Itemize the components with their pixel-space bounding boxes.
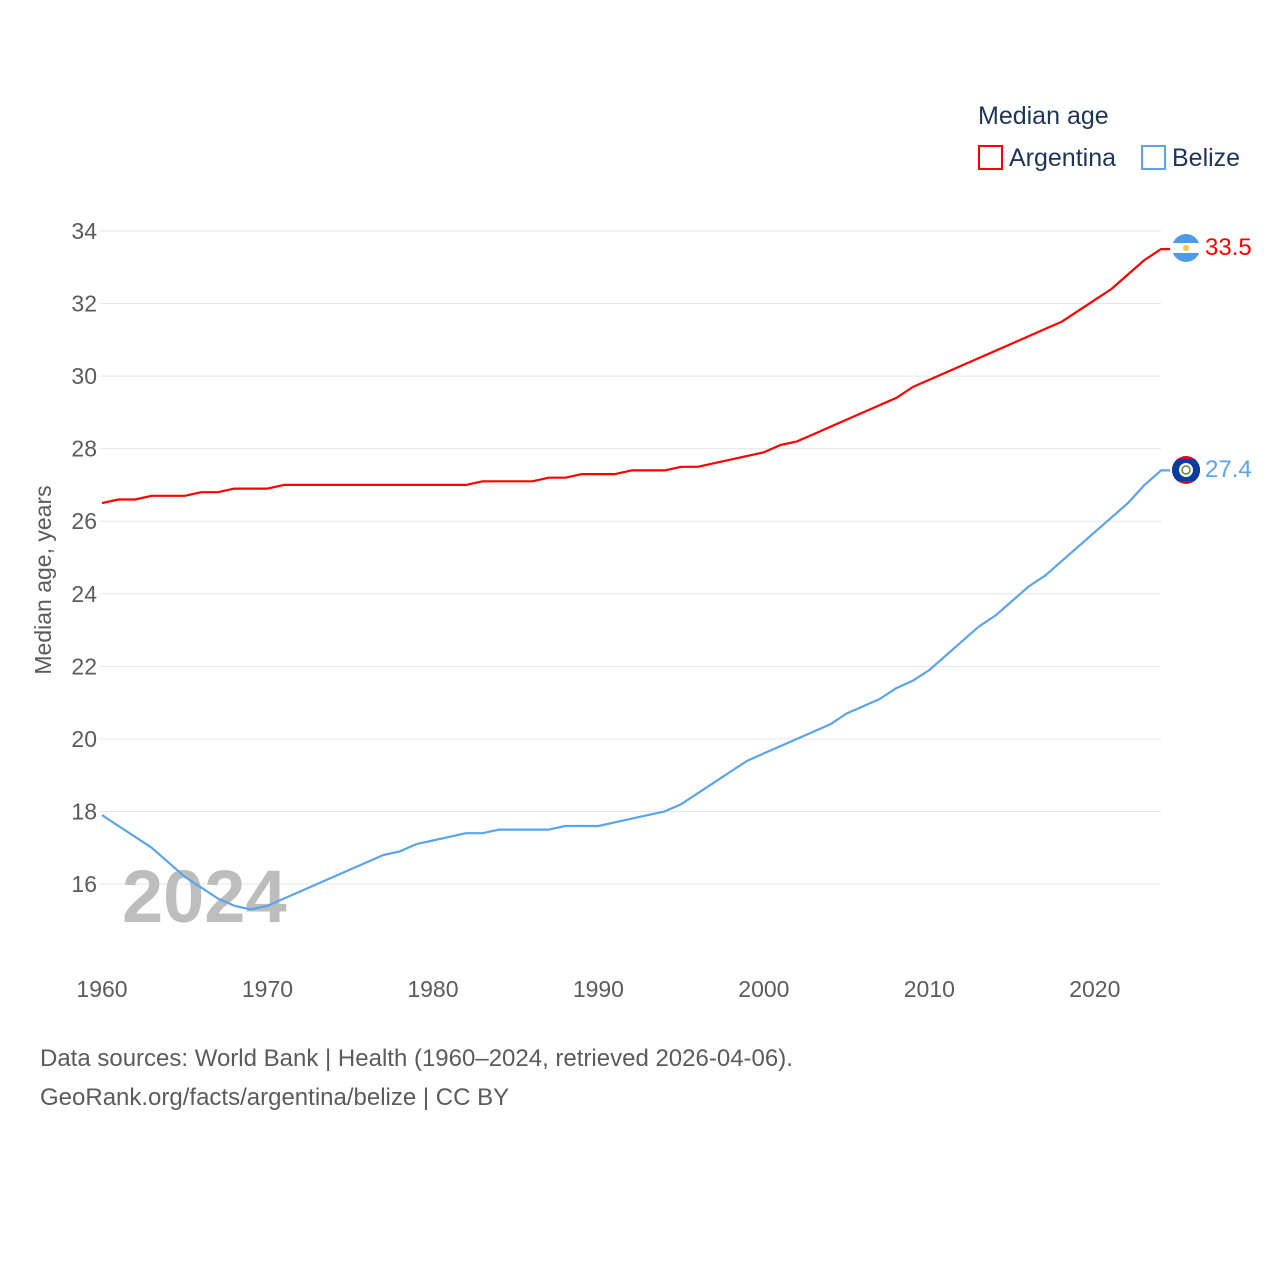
y-axis-label: Median age, years	[30, 485, 56, 674]
legend-title: Median age	[978, 102, 1109, 130]
series-line-argentina	[101, 248, 1170, 505]
end-label-belize: 27.4	[1205, 456, 1252, 483]
y-tick-label: 18	[71, 798, 97, 824]
y-tick-label: 24	[71, 581, 97, 607]
year-watermark: 2024	[122, 855, 287, 938]
y-tick-label: 28	[71, 436, 97, 462]
legend-item-belize[interactable]: Belize	[1141, 144, 1240, 172]
y-tick-label: 16	[71, 871, 97, 897]
y-tick-label: 30	[71, 363, 97, 389]
series-line-belize	[101, 469, 1170, 911]
belize-flag-icon	[1172, 456, 1200, 484]
legend-label: Argentina	[1009, 144, 1116, 172]
y-tick-label: 26	[71, 508, 97, 534]
y-tick-label: 34	[71, 218, 97, 244]
x-tick-label: 1960	[76, 976, 127, 1002]
x-axis: 1960 1970 1980 1990 2000 2010 2020	[76, 976, 1120, 1002]
x-tick-label: 1970	[242, 976, 293, 1002]
line-chart: 16 18 20 22 24 26 28 30 32 34 1960 1970 1980 1990 200…	[30, 102, 1252, 1002]
y-axis: 16 18 20 22 24 26 28 30 32 34	[71, 218, 97, 897]
x-tick-label: 1980	[407, 976, 458, 1002]
x-tick-label: 2010	[904, 976, 955, 1002]
series-lines	[101, 248, 1170, 911]
x-tick-label: 2000	[738, 976, 789, 1002]
grid	[100, 230, 1161, 885]
y-tick-label: 20	[71, 726, 97, 752]
x-tick-label: 2020	[1069, 976, 1120, 1002]
footer-attribution[interactable]: GeoRank.org/facts/argentina/belize | CC …	[40, 1084, 510, 1111]
y-tick-label: 22	[71, 653, 97, 679]
y-tick-label: 32	[71, 291, 97, 317]
argentina-flag-icon	[1172, 234, 1200, 262]
legend-label: Belize	[1172, 144, 1240, 172]
end-label-argentina: 33.5	[1205, 234, 1252, 261]
legend-item-argentina[interactable]: Argentina	[978, 144, 1116, 172]
x-tick-label: 1990	[573, 976, 624, 1002]
footer-sources: Data sources: World Bank | Health (1960–…	[40, 1045, 793, 1072]
